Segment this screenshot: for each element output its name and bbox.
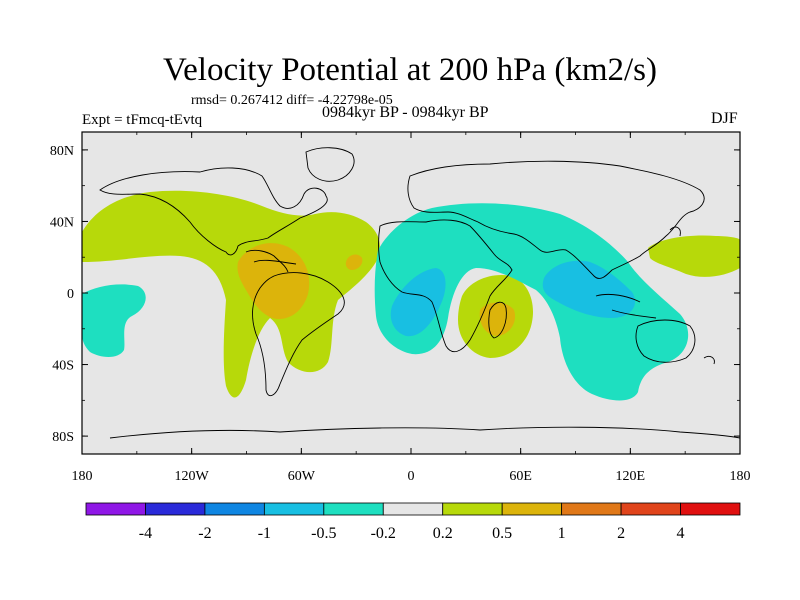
colorbar	[85, 502, 741, 516]
latitude-label: 40N	[50, 215, 74, 230]
longitude-label: 120E	[616, 469, 646, 484]
colorbar-segment	[204, 502, 265, 516]
longitude-label: 60E	[509, 469, 532, 484]
longitude-ticks	[81, 132, 741, 454]
latitude-label: 40S	[52, 359, 74, 374]
map-title: Velocity Potential at 200 hPa (km2/s)	[162, 52, 658, 88]
longitude-label: 120W	[175, 469, 210, 484]
colorbar-label: -0.2	[371, 525, 396, 542]
strong-negative-atlantic	[390, 268, 446, 337]
positive-anomaly-america	[82, 190, 381, 398]
colorbar-segment	[263, 502, 325, 516]
colorbar-segment	[145, 502, 206, 516]
colorbar-segment	[680, 502, 741, 516]
colorbar-label: -1	[258, 525, 271, 542]
statistics-line: rmsd= 0.267412 diff= -4.22798e-05	[191, 93, 393, 108]
map-field	[82, 132, 740, 454]
negative-anomaly-west-pacific	[82, 284, 146, 357]
colorbar-segment	[442, 502, 503, 516]
colorbar-segment	[501, 502, 563, 516]
colorbar-label: 1	[558, 525, 566, 542]
longitude-labels: 180 120W 60W 0 60E 120E 180	[72, 469, 751, 484]
season-label: DJF	[711, 110, 738, 127]
colorbar-label: 0.5	[492, 525, 512, 542]
period-label: 0984kyr BP - 0984kyr BP	[322, 104, 489, 121]
latitude-ticks	[82, 149, 740, 437]
latitude-label: 0	[67, 287, 74, 302]
colorbar-labels: -4 -2 -1 -0.5 -0.2 0.2 0.5 1 2 4	[139, 525, 685, 542]
longitude-label: 180	[730, 469, 751, 484]
colorbar-label: -0.5	[311, 525, 336, 542]
colorbar-label: 0.2	[433, 525, 453, 542]
colorbar-label: 4	[677, 525, 685, 542]
colorbar-segment	[382, 502, 444, 516]
strong-positive-atlantic	[345, 254, 363, 270]
colorbar-segment	[85, 502, 146, 516]
colorbar-segment	[620, 502, 681, 516]
longitude-label: 60W	[288, 469, 316, 484]
negative-anomaly-africa-asia	[374, 203, 689, 401]
latitude-label: 80N	[50, 144, 74, 159]
experiment-label: Expt = tFmcq-tEvtq	[82, 112, 203, 128]
colorbar-label: -2	[198, 525, 211, 542]
longitude-label: 180	[72, 469, 93, 484]
latitude-labels: 80N 40N 0 40S 80S	[50, 144, 74, 445]
positive-anomaly-pacific	[648, 235, 740, 277]
colorbar-label: -4	[139, 525, 152, 542]
longitude-label: 0	[408, 469, 415, 484]
colorbar-label: 2	[617, 525, 625, 542]
coastlines	[99, 147, 740, 439]
strong-negative-indian-ocean	[542, 260, 636, 318]
colorbar-segment	[323, 502, 384, 516]
latitude-label: 80S	[52, 430, 74, 445]
strong-positive-south-america	[237, 243, 310, 319]
colorbar-segment	[561, 502, 622, 516]
